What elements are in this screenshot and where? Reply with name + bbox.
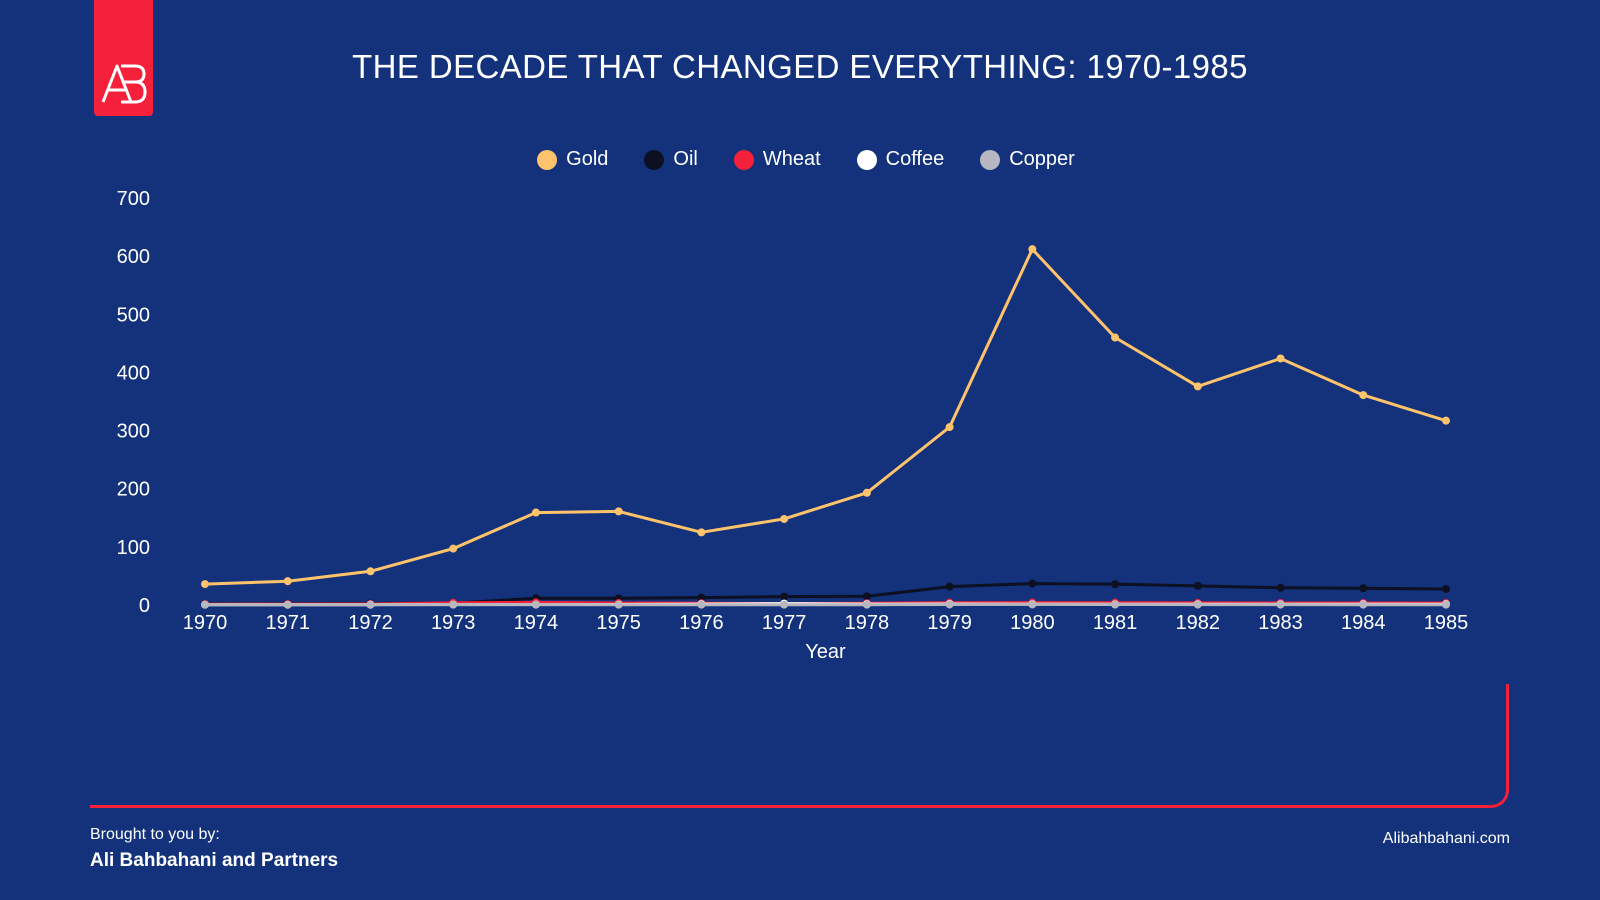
series-line-oil [203, 582, 1448, 606]
x-tick-label: 1985 [1424, 612, 1469, 634]
x-tick-label: 1973 [431, 612, 476, 634]
x-tick-label: 1978 [845, 612, 890, 634]
x-tick-label: 1972 [348, 612, 393, 634]
data-point-gold [862, 488, 871, 497]
data-point-gold [614, 507, 623, 516]
data-point-copper [449, 600, 458, 609]
legend-swatch-oil [644, 149, 665, 170]
y-tick-label: 0 [139, 595, 150, 617]
data-point-copper [1276, 600, 1285, 609]
footer-url[interactable]: Alibahbahani.com [1382, 830, 1510, 847]
x-tick-label: 1983 [1258, 612, 1303, 634]
data-point-copper [780, 600, 789, 609]
legend-swatch-coffee [856, 149, 877, 170]
legend-label-coffee: Coffee [885, 148, 945, 170]
x-tick-label: 1976 [679, 612, 724, 634]
data-point-oil [945, 582, 954, 591]
data-point-copper [1193, 600, 1202, 609]
y-tick-label: 700 [117, 188, 150, 210]
x-tick-label: 1982 [1176, 612, 1221, 634]
data-point-oil [1359, 584, 1368, 593]
chart-legend: Gold Oil Wheat Coffee Copper [0, 148, 1600, 171]
data-point-copper [531, 600, 540, 609]
legend-item-oil[interactable]: Oil [644, 148, 698, 171]
data-point-oil [1028, 579, 1037, 588]
data-point-gold [1442, 416, 1450, 425]
data-point-oil [1276, 583, 1285, 592]
data-point-copper [614, 600, 623, 609]
data-point-copper [1442, 600, 1450, 609]
data-point-gold [1111, 333, 1120, 342]
data-point-gold [201, 580, 209, 589]
data-point-gold [1359, 391, 1368, 400]
data-point-gold [449, 544, 458, 553]
y-tick-label: 600 [117, 246, 150, 268]
page-title: THE DECADE THAT CHANGED EVERYTHING: 1970… [352, 48, 1248, 85]
footer-label: Brought to you by: [90, 826, 220, 843]
x-tick-label: 1975 [596, 612, 641, 634]
data-point-gold [697, 528, 706, 537]
x-tick-label: 1984 [1341, 612, 1386, 634]
legend-label-copper: Copper [1009, 148, 1075, 170]
brand-logo [94, 0, 153, 116]
data-point-copper [1028, 600, 1037, 609]
data-point-copper [201, 600, 209, 609]
legend-item-wheat[interactable]: Wheat [733, 148, 821, 171]
series-line-gold [203, 247, 1448, 586]
data-point-copper [283, 600, 292, 609]
x-tick-label: 1979 [927, 612, 972, 634]
data-point-oil [697, 593, 706, 602]
data-point-oil [1111, 580, 1120, 589]
x-axis-label: Year [805, 641, 846, 663]
x-tick-label: 1971 [265, 612, 310, 634]
legend-label-oil: Oil [673, 148, 698, 170]
legend-label-gold: Gold [566, 148, 609, 170]
legend-item-coffee[interactable]: Coffee [856, 148, 945, 171]
legend-label-wheat: Wheat [762, 148, 821, 170]
data-point-copper [945, 600, 954, 609]
data-point-oil [780, 592, 789, 601]
data-point-gold [1028, 245, 1037, 254]
data-point-copper [366, 600, 375, 609]
x-tick-label: 1970 [183, 612, 228, 634]
data-point-gold [366, 567, 375, 576]
data-point-gold [1276, 354, 1285, 363]
decorative-frame-line [90, 684, 1509, 808]
data-point-gold [945, 423, 954, 432]
data-point-copper [1359, 600, 1368, 609]
data-point-gold [283, 577, 292, 586]
legend-item-gold[interactable]: Gold [537, 148, 608, 171]
data-point-gold [780, 514, 789, 523]
data-point-oil [1442, 584, 1450, 593]
data-point-gold [1193, 382, 1202, 391]
legend-item-copper[interactable]: Copper [980, 148, 1075, 171]
legend-swatch-copper [980, 149, 1001, 170]
x-tick-label: 1980 [1010, 612, 1055, 634]
y-tick-label: 100 [117, 537, 150, 559]
data-point-gold [531, 508, 540, 517]
x-tick-label: 1977 [762, 612, 807, 634]
footer-name: Ali Bahbahani and Partners [90, 850, 339, 871]
x-tick-label: 1981 [1093, 612, 1138, 634]
data-point-copper [862, 600, 871, 609]
ab-logo-icon [101, 64, 147, 104]
data-point-oil [862, 592, 871, 601]
legend-swatch-gold [537, 149, 558, 170]
y-tick-label: 500 [117, 304, 150, 326]
y-tick-label: 300 [117, 421, 150, 443]
y-tick-label: 400 [117, 362, 150, 384]
data-point-copper [1111, 600, 1120, 609]
y-tick-label: 200 [117, 479, 150, 501]
data-point-copper [697, 600, 706, 609]
data-point-oil [1193, 581, 1202, 590]
x-tick-label: 1974 [514, 612, 559, 634]
legend-swatch-wheat [733, 149, 754, 170]
